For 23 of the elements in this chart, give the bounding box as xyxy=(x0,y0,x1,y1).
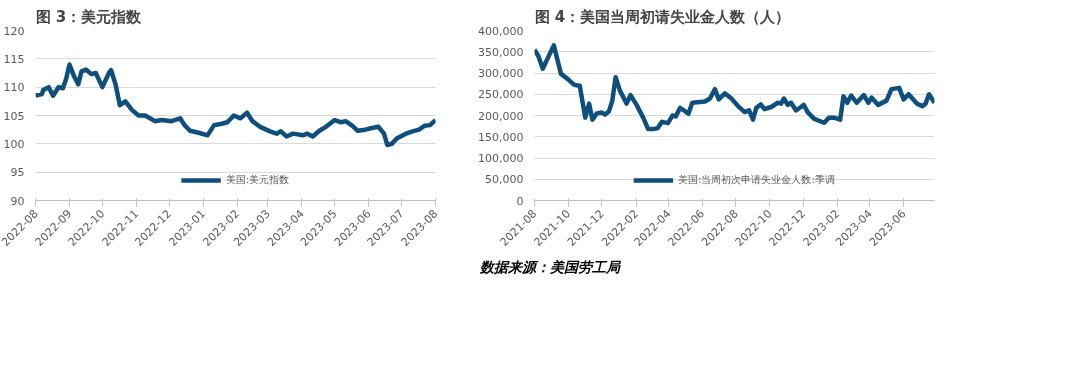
y-tick-label: 250,000 xyxy=(478,88,524,102)
y-tick-label: 300,000 xyxy=(478,67,524,80)
y-tick-label: 400,000 xyxy=(478,24,524,38)
line-series xyxy=(35,62,436,148)
y-tick-label: 120 xyxy=(3,24,25,38)
y-tick-label: 350,000 xyxy=(478,45,524,59)
legend-label: 美国:当周初次申请失业金人数:季调 xyxy=(678,173,835,187)
line-series xyxy=(534,43,935,132)
source-note: 数据来源：美国劳工局 xyxy=(480,258,620,277)
y-tick-label: 100 xyxy=(3,137,25,151)
chart-title: 图 4：美国当周初请失业金人数（人） xyxy=(534,7,791,26)
y-tick-label: 95 xyxy=(10,166,25,180)
y-tick-label: 0 xyxy=(516,194,524,208)
y-tick-label: 150,000 xyxy=(478,130,524,144)
y-tick-label: 105 xyxy=(3,109,25,123)
y-tick-label: 100,000 xyxy=(478,152,524,165)
chart-title: 图 3：美元指数 xyxy=(35,7,143,26)
y-tick-label: 110 xyxy=(3,81,25,95)
y-tick-label: 50,000 xyxy=(485,173,524,187)
y-tick-label: 200,000 xyxy=(478,109,524,123)
y-tick-label: 90 xyxy=(10,194,25,208)
legend-label: 美国:美元指数 xyxy=(225,173,290,187)
y-tick-label: 115 xyxy=(3,52,25,66)
